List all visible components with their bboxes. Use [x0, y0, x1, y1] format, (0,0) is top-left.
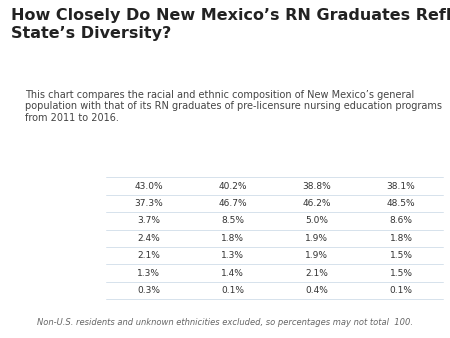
- Text: 2011: 2011: [178, 133, 203, 143]
- Text: 1.8%: 1.8%: [221, 234, 244, 243]
- Text: 8.5%: 8.5%: [221, 216, 244, 225]
- Text: Asian: Asian: [47, 251, 70, 260]
- Text: This chart compares the racial and ethnic composition of New Mexico’s general
po: This chart compares the racial and ethni…: [25, 90, 442, 123]
- Text: 1.3%: 1.3%: [137, 269, 160, 277]
- Text: 1.4%: 1.4%: [221, 269, 244, 277]
- Text: Non-U.S. residents and unknown ethnicities excluded, so percentages may not tota: Non-U.S. residents and unknown ethniciti…: [37, 318, 413, 327]
- Text: Nursing school
graduates: Nursing school graduates: [115, 153, 182, 173]
- Text: Hispanic or Latino: Hispanic or Latino: [21, 199, 97, 208]
- Text: 38.1%: 38.1%: [387, 182, 415, 191]
- Text: 1.3%: 1.3%: [221, 251, 244, 260]
- Text: Black or African
American: Black or African American: [26, 228, 92, 248]
- Text: Native Hawaiian or
other Pacific Islander: Native Hawaiian or other Pacific Islande…: [14, 281, 103, 300]
- Text: 1.5%: 1.5%: [390, 251, 413, 260]
- Text: 1.9%: 1.9%: [306, 234, 328, 243]
- Text: 2.1%: 2.1%: [306, 269, 328, 277]
- Text: Two or more races: Two or more races: [20, 269, 97, 277]
- Text: American Indian or
Alaskan Native: American Indian or Alaskan Native: [19, 211, 99, 231]
- Text: 46.7%: 46.7%: [218, 199, 247, 208]
- Text: 48.5%: 48.5%: [387, 199, 415, 208]
- Text: 37.3%: 37.3%: [134, 199, 163, 208]
- Text: 0.1%: 0.1%: [221, 286, 244, 295]
- Text: 8.6%: 8.6%: [390, 216, 413, 225]
- Text: 5.0%: 5.0%: [306, 216, 328, 225]
- Text: 0.1%: 0.1%: [390, 286, 413, 295]
- Text: 1.9%: 1.9%: [306, 251, 328, 260]
- Text: 0.4%: 0.4%: [306, 286, 328, 295]
- Text: Nursing school
graduates: Nursing school graduates: [284, 153, 351, 173]
- Text: 2.4%: 2.4%: [137, 234, 160, 243]
- Text: 38.8%: 38.8%: [302, 182, 331, 191]
- Text: 1.5%: 1.5%: [390, 269, 413, 277]
- Text: 2016: 2016: [346, 133, 371, 143]
- Text: 46.2%: 46.2%: [303, 199, 331, 208]
- Text: How Closely Do New Mexico’s RN Graduates Reflect the
State’s Diversity?: How Closely Do New Mexico’s RN Graduates…: [11, 8, 450, 41]
- Text: 2.1%: 2.1%: [137, 251, 160, 260]
- Text: 40.2%: 40.2%: [218, 182, 247, 191]
- Text: White: White: [46, 182, 71, 191]
- Text: 43.0%: 43.0%: [134, 182, 163, 191]
- Text: General population: General population: [189, 159, 276, 168]
- Text: 1.8%: 1.8%: [390, 234, 413, 243]
- Text: 3.7%: 3.7%: [137, 216, 160, 225]
- Text: 0.3%: 0.3%: [137, 286, 160, 295]
- Text: General population: General population: [358, 159, 445, 168]
